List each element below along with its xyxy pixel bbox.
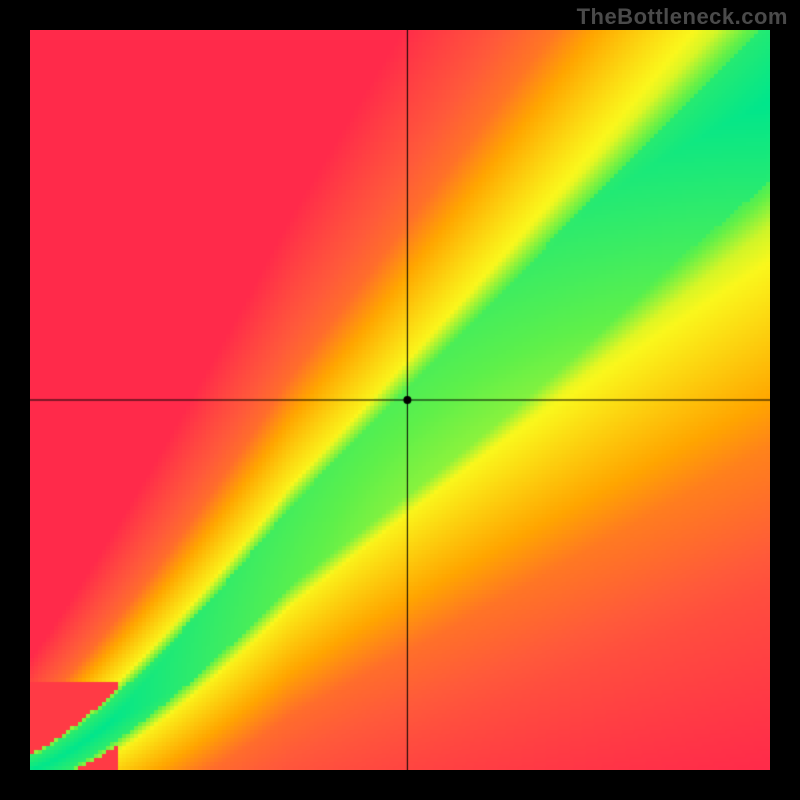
bottleneck-heatmap bbox=[30, 30, 770, 770]
watermark-text: TheBottleneck.com bbox=[577, 4, 788, 30]
chart-area bbox=[30, 30, 770, 770]
chart-frame: TheBottleneck.com bbox=[0, 0, 800, 800]
